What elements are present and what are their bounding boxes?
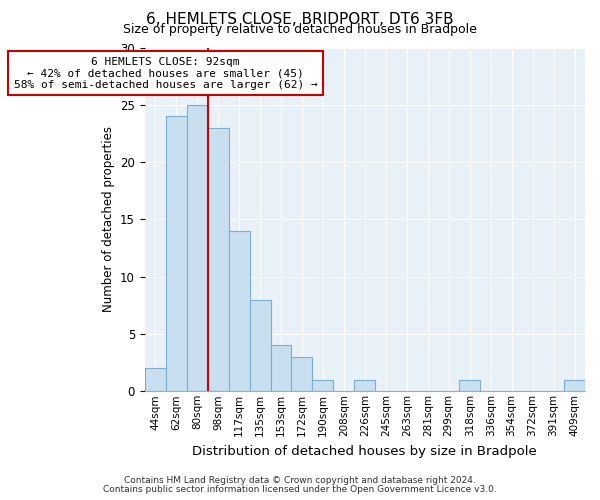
Bar (564, 380, 585, 392)
Text: Size of property relative to detached houses in Bradpole: Size of property relative to detached ho… (123, 22, 477, 36)
Bar (208, 128, 229, 392)
Text: Contains public sector information licensed under the Open Government Licence v3: Contains public sector information licen… (103, 484, 497, 494)
Text: Contains HM Land Registry data © Crown copyright and database right 2024.: Contains HM Land Registry data © Crown c… (124, 476, 476, 485)
Bar (229, 231, 250, 392)
Bar (250, 300, 271, 392)
Y-axis label: Number of detached properties: Number of detached properties (101, 126, 115, 312)
Bar (145, 368, 166, 392)
Bar (271, 346, 292, 392)
Text: 6 HEMLETS CLOSE: 92sqm
← 42% of detached houses are smaller (45)
58% of semi-det: 6 HEMLETS CLOSE: 92sqm ← 42% of detached… (14, 56, 317, 90)
Bar (166, 116, 187, 392)
X-axis label: Distribution of detached houses by size in Bradpole: Distribution of detached houses by size … (193, 444, 537, 458)
Text: 6, HEMLETS CLOSE, BRIDPORT, DT6 3FB: 6, HEMLETS CLOSE, BRIDPORT, DT6 3FB (146, 12, 454, 28)
Bar (313, 380, 334, 392)
Bar (355, 380, 376, 392)
Bar (187, 105, 208, 392)
Bar (459, 380, 480, 392)
Bar (292, 357, 313, 392)
